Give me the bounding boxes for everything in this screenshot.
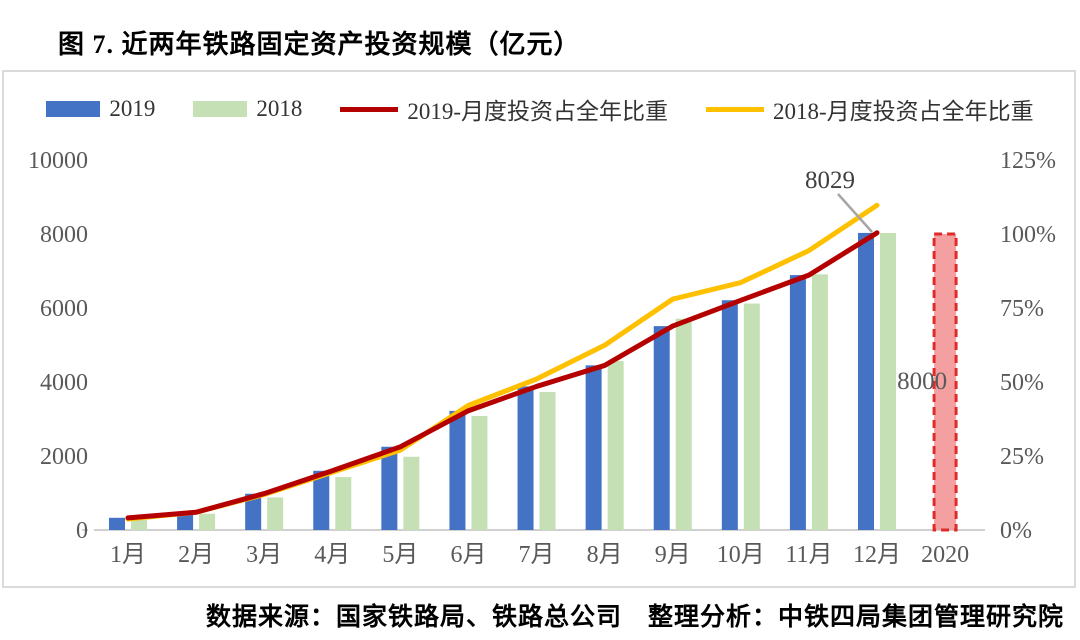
line-2018-pct: [125, 202, 880, 522]
bar-2019-12月: [857, 232, 874, 530]
legend-label: 2019-月度投资占全年比重: [407, 99, 668, 124]
bar-2018-2月: [199, 513, 216, 530]
legend-label: 2018: [256, 96, 303, 121]
bar-2019-7月: [517, 386, 534, 530]
legend-label: 2018-月度投资占全年比重: [773, 99, 1034, 124]
bar-2018-8月: [607, 360, 624, 530]
bar-2020-plan: [932, 232, 958, 532]
legend-label: 2019: [109, 96, 156, 121]
bar-2019-10月: [721, 300, 738, 530]
bar-2018-3月: [267, 497, 284, 530]
bar-2018-1月: [131, 520, 147, 530]
chart-legend: 2019 2018 2019-月度投资占全年比重 2018-月度投资占全年比重: [0, 94, 1080, 124]
x-tick-label: 8月: [587, 542, 623, 568]
x-tick-label: 5月: [382, 542, 418, 568]
bar-2019-3月: [245, 493, 262, 530]
legend-line-icon: [706, 106, 764, 112]
legend-item-3: 2019-月度投资占全年比重: [340, 92, 668, 126]
y-right-tick-label: 0%: [1000, 518, 1032, 544]
y-left-tick-label: 0: [76, 518, 88, 544]
y-right-tick-label: 125%: [1000, 148, 1056, 174]
x-tick-label: 12月: [853, 542, 901, 568]
line-2019-pct: [125, 230, 880, 521]
y-left-tick-label: 8000: [40, 222, 88, 248]
y-right-tick-label: 100%: [1000, 222, 1056, 248]
legend-item-1: 2019: [46, 96, 155, 122]
x-tick-label: 4月: [314, 542, 350, 568]
bar-2018-10月: [743, 303, 760, 530]
x-tick-label: 10月: [717, 542, 765, 568]
bar-2019-6月: [449, 410, 466, 530]
x-tick-label: 3月: [246, 542, 282, 568]
legend-swatch-icon: [46, 101, 101, 117]
chart-title: 图 7. 近两年铁路固定资产投资规模（亿元）: [58, 30, 581, 59]
bar-2018-7月: [539, 391, 556, 530]
x-tick-label: 9月: [655, 542, 691, 568]
bar-2019-9月: [653, 326, 670, 530]
bar-2019-5月: [381, 446, 398, 530]
bar-2018-5月: [403, 456, 420, 530]
x-tick-label: 2020: [921, 542, 969, 568]
x-tick-label: 1月: [110, 542, 146, 568]
y-right-tick-label: 75%: [1000, 296, 1044, 322]
y-right-tick-label: 25%: [1000, 444, 1044, 470]
bar-2018-6月: [471, 416, 488, 530]
legend-item-2: 2018: [193, 96, 302, 122]
y-right-tick-label: 50%: [1000, 370, 1044, 396]
bar-2019-8月: [585, 365, 602, 530]
x-tick-label: 6月: [450, 542, 486, 568]
bar-2019-2月: [177, 512, 194, 530]
bar-2019-11月: [789, 275, 806, 530]
y-left-tick-label: 10000: [28, 148, 88, 174]
legend-line-icon: [340, 106, 399, 112]
annotation-leader-line: [837, 193, 873, 233]
source-note: 数据来源：国家铁路局、铁路总公司 整理分析：中铁四局集团管理研究院: [205, 604, 1064, 631]
bar-2018-4月: [335, 477, 352, 530]
chart-area-border: [2, 70, 1076, 588]
y-left-tick-label: 4000: [40, 370, 88, 396]
annotation-8029-label: 8029: [805, 167, 855, 194]
bar-2018-11月: [811, 274, 828, 530]
bar-2019-1月: [109, 517, 125, 530]
x-tick-label: 11月: [785, 542, 832, 568]
bar-2019-4月: [313, 470, 330, 530]
y-left-tick-label: 6000: [40, 296, 88, 322]
legend-item-4: 2018-月度投资占全年比重: [706, 92, 1034, 126]
x-tick-label: 2月: [178, 542, 214, 568]
annotation-8000-label: 8000: [897, 368, 947, 395]
y-left-tick-label: 2000: [40, 444, 88, 470]
bar-2018-9月: [675, 318, 692, 530]
x-tick-label: 7月: [519, 542, 555, 568]
bar-2018-12月: [879, 232, 896, 531]
legend-swatch-icon: [193, 101, 248, 117]
